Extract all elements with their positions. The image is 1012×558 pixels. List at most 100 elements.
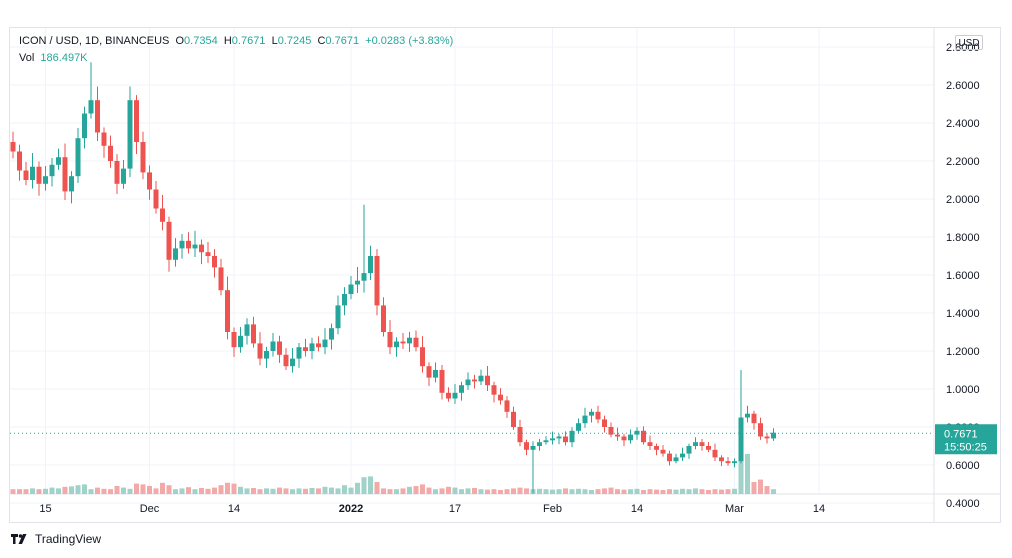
candle-body bbox=[316, 343, 321, 348]
volume-bar bbox=[524, 488, 529, 494]
candle-body bbox=[563, 436, 568, 443]
volume-bar bbox=[485, 489, 490, 494]
candle-body bbox=[654, 446, 659, 450]
volume-bar bbox=[413, 486, 419, 494]
candlestick-chart[interactable]: 2.8000 2.6000 2.4000 2.2000 2.0000 1.8000 1.60… bbox=[10, 28, 1000, 522]
volume-bar bbox=[212, 487, 217, 494]
last-price-label: 0.7671 bbox=[944, 428, 978, 440]
volume-bar bbox=[238, 486, 243, 494]
volume-bar bbox=[49, 487, 55, 494]
volume-bar bbox=[764, 486, 770, 494]
candle-body bbox=[186, 240, 191, 249]
volume-bar bbox=[361, 477, 367, 494]
volume-bar bbox=[556, 489, 562, 494]
volume-bar bbox=[719, 489, 724, 494]
candle-body bbox=[147, 172, 152, 190]
candle-body bbox=[628, 434, 633, 441]
candle-body bbox=[355, 280, 360, 285]
candle-body bbox=[745, 413, 750, 418]
candle-body bbox=[348, 284, 354, 294]
candle-body bbox=[426, 366, 432, 378]
candle-body bbox=[517, 427, 523, 443]
volume-bar bbox=[205, 488, 211, 494]
volume-bar bbox=[608, 487, 614, 494]
volume-bar bbox=[504, 489, 510, 494]
volume-bar bbox=[387, 489, 393, 494]
footer-brand: TradingView bbox=[11, 532, 101, 546]
candle-body bbox=[296, 347, 302, 359]
volume-bar bbox=[374, 482, 380, 494]
volume-bar bbox=[381, 488, 386, 494]
volume-bar bbox=[654, 489, 659, 494]
candle-body bbox=[712, 449, 718, 458]
volume-legend: Vol 186.497K bbox=[19, 52, 88, 64]
volume-bar bbox=[335, 488, 341, 494]
candle-body bbox=[732, 461, 737, 464]
candle-body bbox=[374, 256, 380, 306]
price-tick-label: 2.4000 bbox=[946, 118, 980, 130]
volume-bar bbox=[10, 489, 16, 494]
volume-bar bbox=[173, 489, 178, 494]
open-label: O bbox=[175, 35, 185, 47]
candle-body bbox=[95, 100, 100, 133]
last-price-tag bbox=[935, 424, 997, 455]
candle-body bbox=[543, 440, 549, 443]
volume-bar bbox=[62, 486, 68, 494]
candle-body bbox=[329, 328, 334, 340]
volume-bar bbox=[114, 486, 120, 494]
volume-bar bbox=[257, 489, 263, 494]
volume-bar bbox=[589, 490, 594, 494]
candle-body bbox=[693, 442, 698, 446]
volume-bar bbox=[244, 488, 250, 494]
high-value: 0.7671 bbox=[231, 35, 266, 47]
volume-bar bbox=[160, 482, 165, 494]
volume-bar bbox=[602, 488, 607, 494]
price-tick-label: 1.4000 bbox=[946, 308, 980, 320]
price-tick-label: 1.2000 bbox=[946, 346, 980, 358]
close-label: C bbox=[317, 35, 326, 47]
volume-bar bbox=[758, 479, 763, 494]
volume-bar bbox=[771, 489, 776, 494]
time-tick-label: 2022 bbox=[339, 503, 363, 515]
volume-bar bbox=[69, 486, 74, 494]
candle-body bbox=[69, 176, 74, 192]
volume-label: Vol bbox=[19, 52, 35, 64]
candle-body bbox=[231, 332, 237, 348]
candle-body bbox=[244, 324, 250, 336]
time-tick-label: 17 bbox=[449, 503, 461, 515]
candle-body bbox=[491, 385, 497, 395]
volume-bar bbox=[101, 488, 107, 494]
candle-body bbox=[23, 170, 29, 180]
volume-bar bbox=[491, 489, 497, 494]
volume-bar bbox=[400, 488, 406, 494]
low-label: L bbox=[271, 35, 278, 47]
volume-bar bbox=[147, 486, 152, 494]
candle-body bbox=[75, 138, 81, 177]
volume-bar bbox=[231, 483, 237, 494]
candle-body bbox=[101, 132, 107, 146]
low-value: 0.7245 bbox=[277, 35, 312, 47]
candle-body bbox=[17, 151, 22, 171]
candle-body bbox=[608, 427, 614, 435]
volume-bar bbox=[465, 488, 471, 494]
candle-body bbox=[530, 446, 536, 450]
volume-bar bbox=[75, 485, 81, 494]
candle-body bbox=[173, 248, 178, 260]
volume-bar bbox=[17, 489, 22, 494]
time-tick-label: Mar bbox=[725, 503, 744, 515]
candle-body bbox=[641, 430, 646, 443]
candle-body bbox=[550, 438, 555, 441]
candle-body bbox=[764, 436, 770, 439]
volume-bar bbox=[153, 488, 159, 494]
candle-body bbox=[673, 457, 679, 462]
volume-bar bbox=[23, 489, 29, 494]
volume-bar bbox=[732, 488, 737, 494]
volume-bar bbox=[166, 485, 172, 494]
volume-bar bbox=[95, 487, 100, 494]
volume-bar bbox=[738, 456, 744, 494]
candle-body bbox=[88, 100, 94, 114]
volume-bar bbox=[478, 489, 484, 494]
currency-button[interactable]: USD bbox=[955, 35, 983, 50]
chart-frame: 2.8000 2.6000 2.4000 2.2000 2.0000 1.8000 1.60… bbox=[9, 27, 1001, 523]
candle-body bbox=[127, 100, 133, 169]
